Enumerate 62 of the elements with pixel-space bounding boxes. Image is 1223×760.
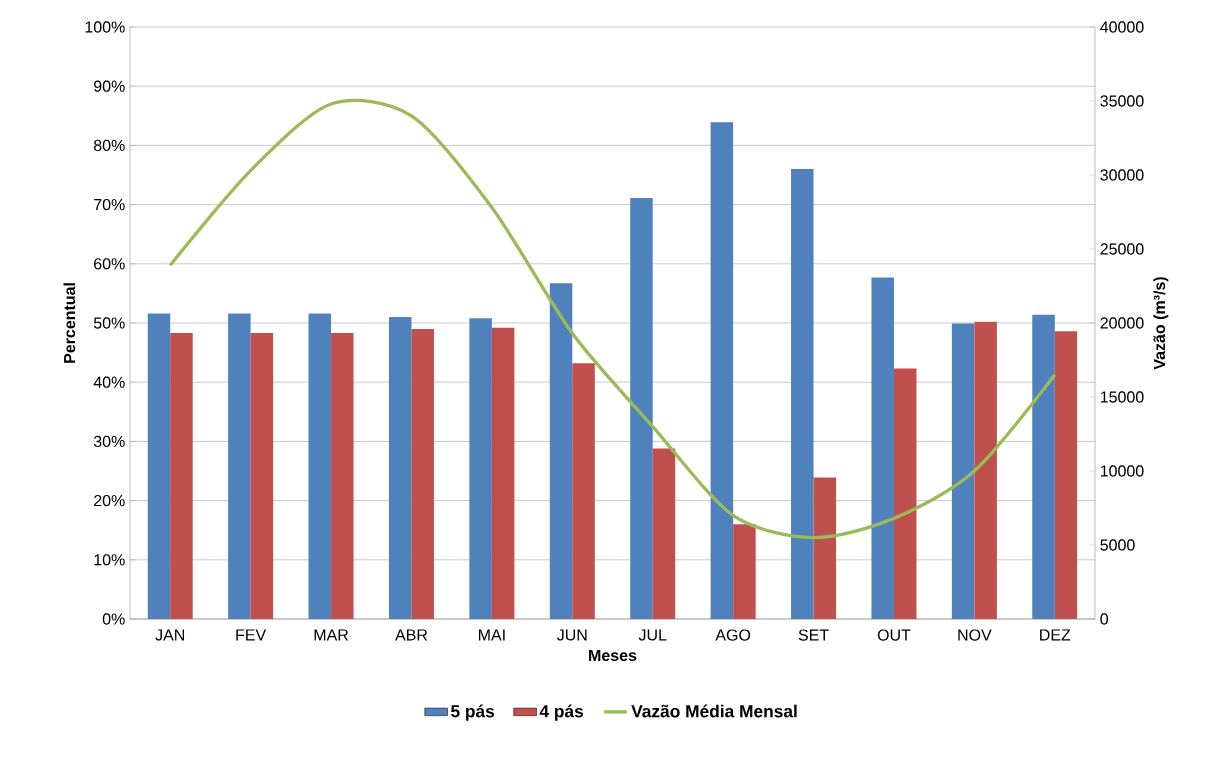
x-axis-title: Meses [589, 649, 637, 662]
bar [411, 328, 434, 619]
y2-tick-label: 30000 [1100, 169, 1144, 181]
y-tick-label: 80% [93, 139, 125, 152]
bar [170, 333, 193, 619]
y-tick-label: 40% [93, 376, 125, 388]
x-tick-label: JUL [638, 629, 667, 641]
x-tick-label: MAI [478, 629, 505, 641]
y-tick-label: 100% [85, 21, 125, 33]
bar [572, 363, 595, 619]
bar [791, 169, 814, 619]
y2-tick-label: 5000 [1100, 539, 1135, 551]
y-tick-label: 70% [94, 198, 125, 211]
y-axis-title: Percentual [63, 283, 76, 363]
bar [733, 524, 756, 619]
legend-label: 4 pás [539, 704, 584, 721]
x-tick-label: ABR [395, 629, 428, 641]
bar [308, 313, 332, 619]
bar [250, 333, 274, 619]
bar [893, 368, 917, 619]
y-tick-label: 20% [94, 494, 125, 507]
x-tick-label: SET [798, 629, 829, 641]
y2-tick-label: 10000 [1100, 465, 1144, 477]
x-tick-label: DEZ [1040, 629, 1071, 641]
x-tick-label: AGO [715, 629, 751, 641]
y2-tick-label: 20000 [1100, 317, 1144, 329]
y-tick-label: 0% [102, 613, 125, 625]
bar [491, 327, 515, 619]
bar [630, 198, 653, 619]
y2-axis-title: Vazão (m³/s) [1153, 277, 1169, 370]
bar [549, 283, 573, 619]
y2-tick-label: 25000 [1100, 243, 1144, 255]
y2-tick-label: 35000 [1100, 95, 1144, 107]
y2-tick-label: 15000 [1100, 391, 1144, 403]
bar [813, 477, 837, 619]
x-tick-label: FEV [236, 629, 267, 641]
y-tick-label: 50% [93, 317, 125, 329]
bar [147, 313, 171, 619]
y-tick-label: 60% [94, 258, 125, 270]
legend-label: Vazão Média Mensal [631, 704, 797, 718]
x-tick-label: NOV [958, 629, 992, 641]
bar [974, 321, 997, 619]
bar [1032, 314, 1055, 619]
x-tick-label: JAN [155, 629, 185, 641]
bar [469, 318, 492, 619]
bar [228, 313, 251, 619]
y2-tick-label: 40000 [1100, 21, 1144, 33]
bar [1054, 331, 1078, 619]
y-tick-label: 30% [93, 435, 125, 448]
bar [331, 333, 354, 619]
x-tick-label: JUN [557, 629, 587, 641]
x-tick-label: MAR [314, 629, 349, 641]
bar [951, 323, 975, 619]
y-tick-label: 90% [94, 80, 125, 92]
bar [652, 448, 676, 619]
bar [871, 277, 894, 619]
bar [710, 122, 734, 619]
bar [388, 317, 412, 619]
x-tick-label: OUT [877, 629, 911, 641]
y2-tick-label: 0 [1100, 613, 1109, 625]
legend-label: 5 pás [451, 704, 495, 721]
y-tick-label: 10% [94, 554, 125, 566]
